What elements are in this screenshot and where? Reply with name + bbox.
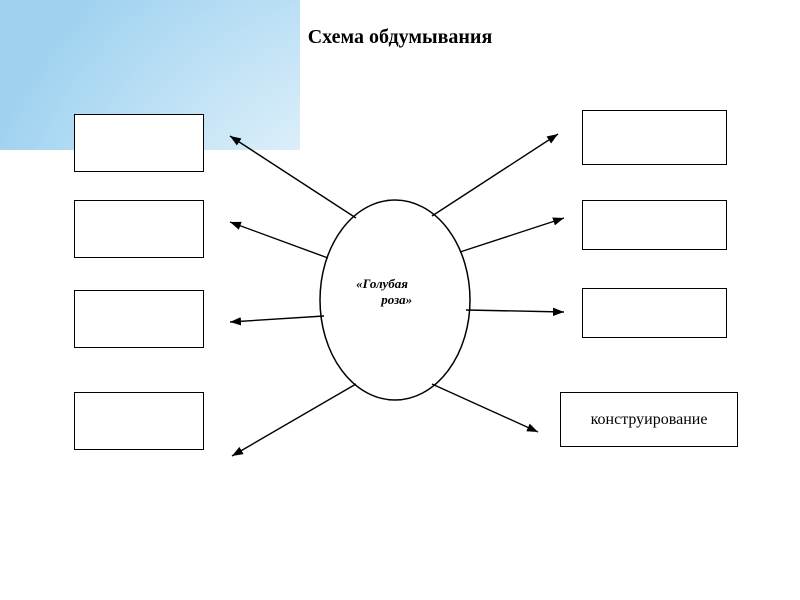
box-label: конструирование [591,411,708,429]
box-right-2 [582,288,727,338]
arrow-6 [466,310,564,312]
box-left-1 [74,200,204,258]
arrow-3 [232,384,356,456]
arrow-4 [432,134,558,216]
box-right-3: конструирование [560,392,738,447]
diagram-canvas: Схема обдумывания конструирование «Голуб… [0,0,800,600]
arrow-7 [432,384,538,432]
box-left-3 [74,392,204,450]
box-left-2 [74,290,204,348]
center-label: «Голубая роза» [352,276,412,308]
box-left-0 [74,114,204,172]
arrow-5 [460,218,564,252]
arrow-1 [230,222,328,258]
box-right-1 [582,200,727,250]
arrow-2 [230,316,324,322]
diagram-title: Схема обдумывания [0,26,800,49]
box-right-0 [582,110,727,165]
